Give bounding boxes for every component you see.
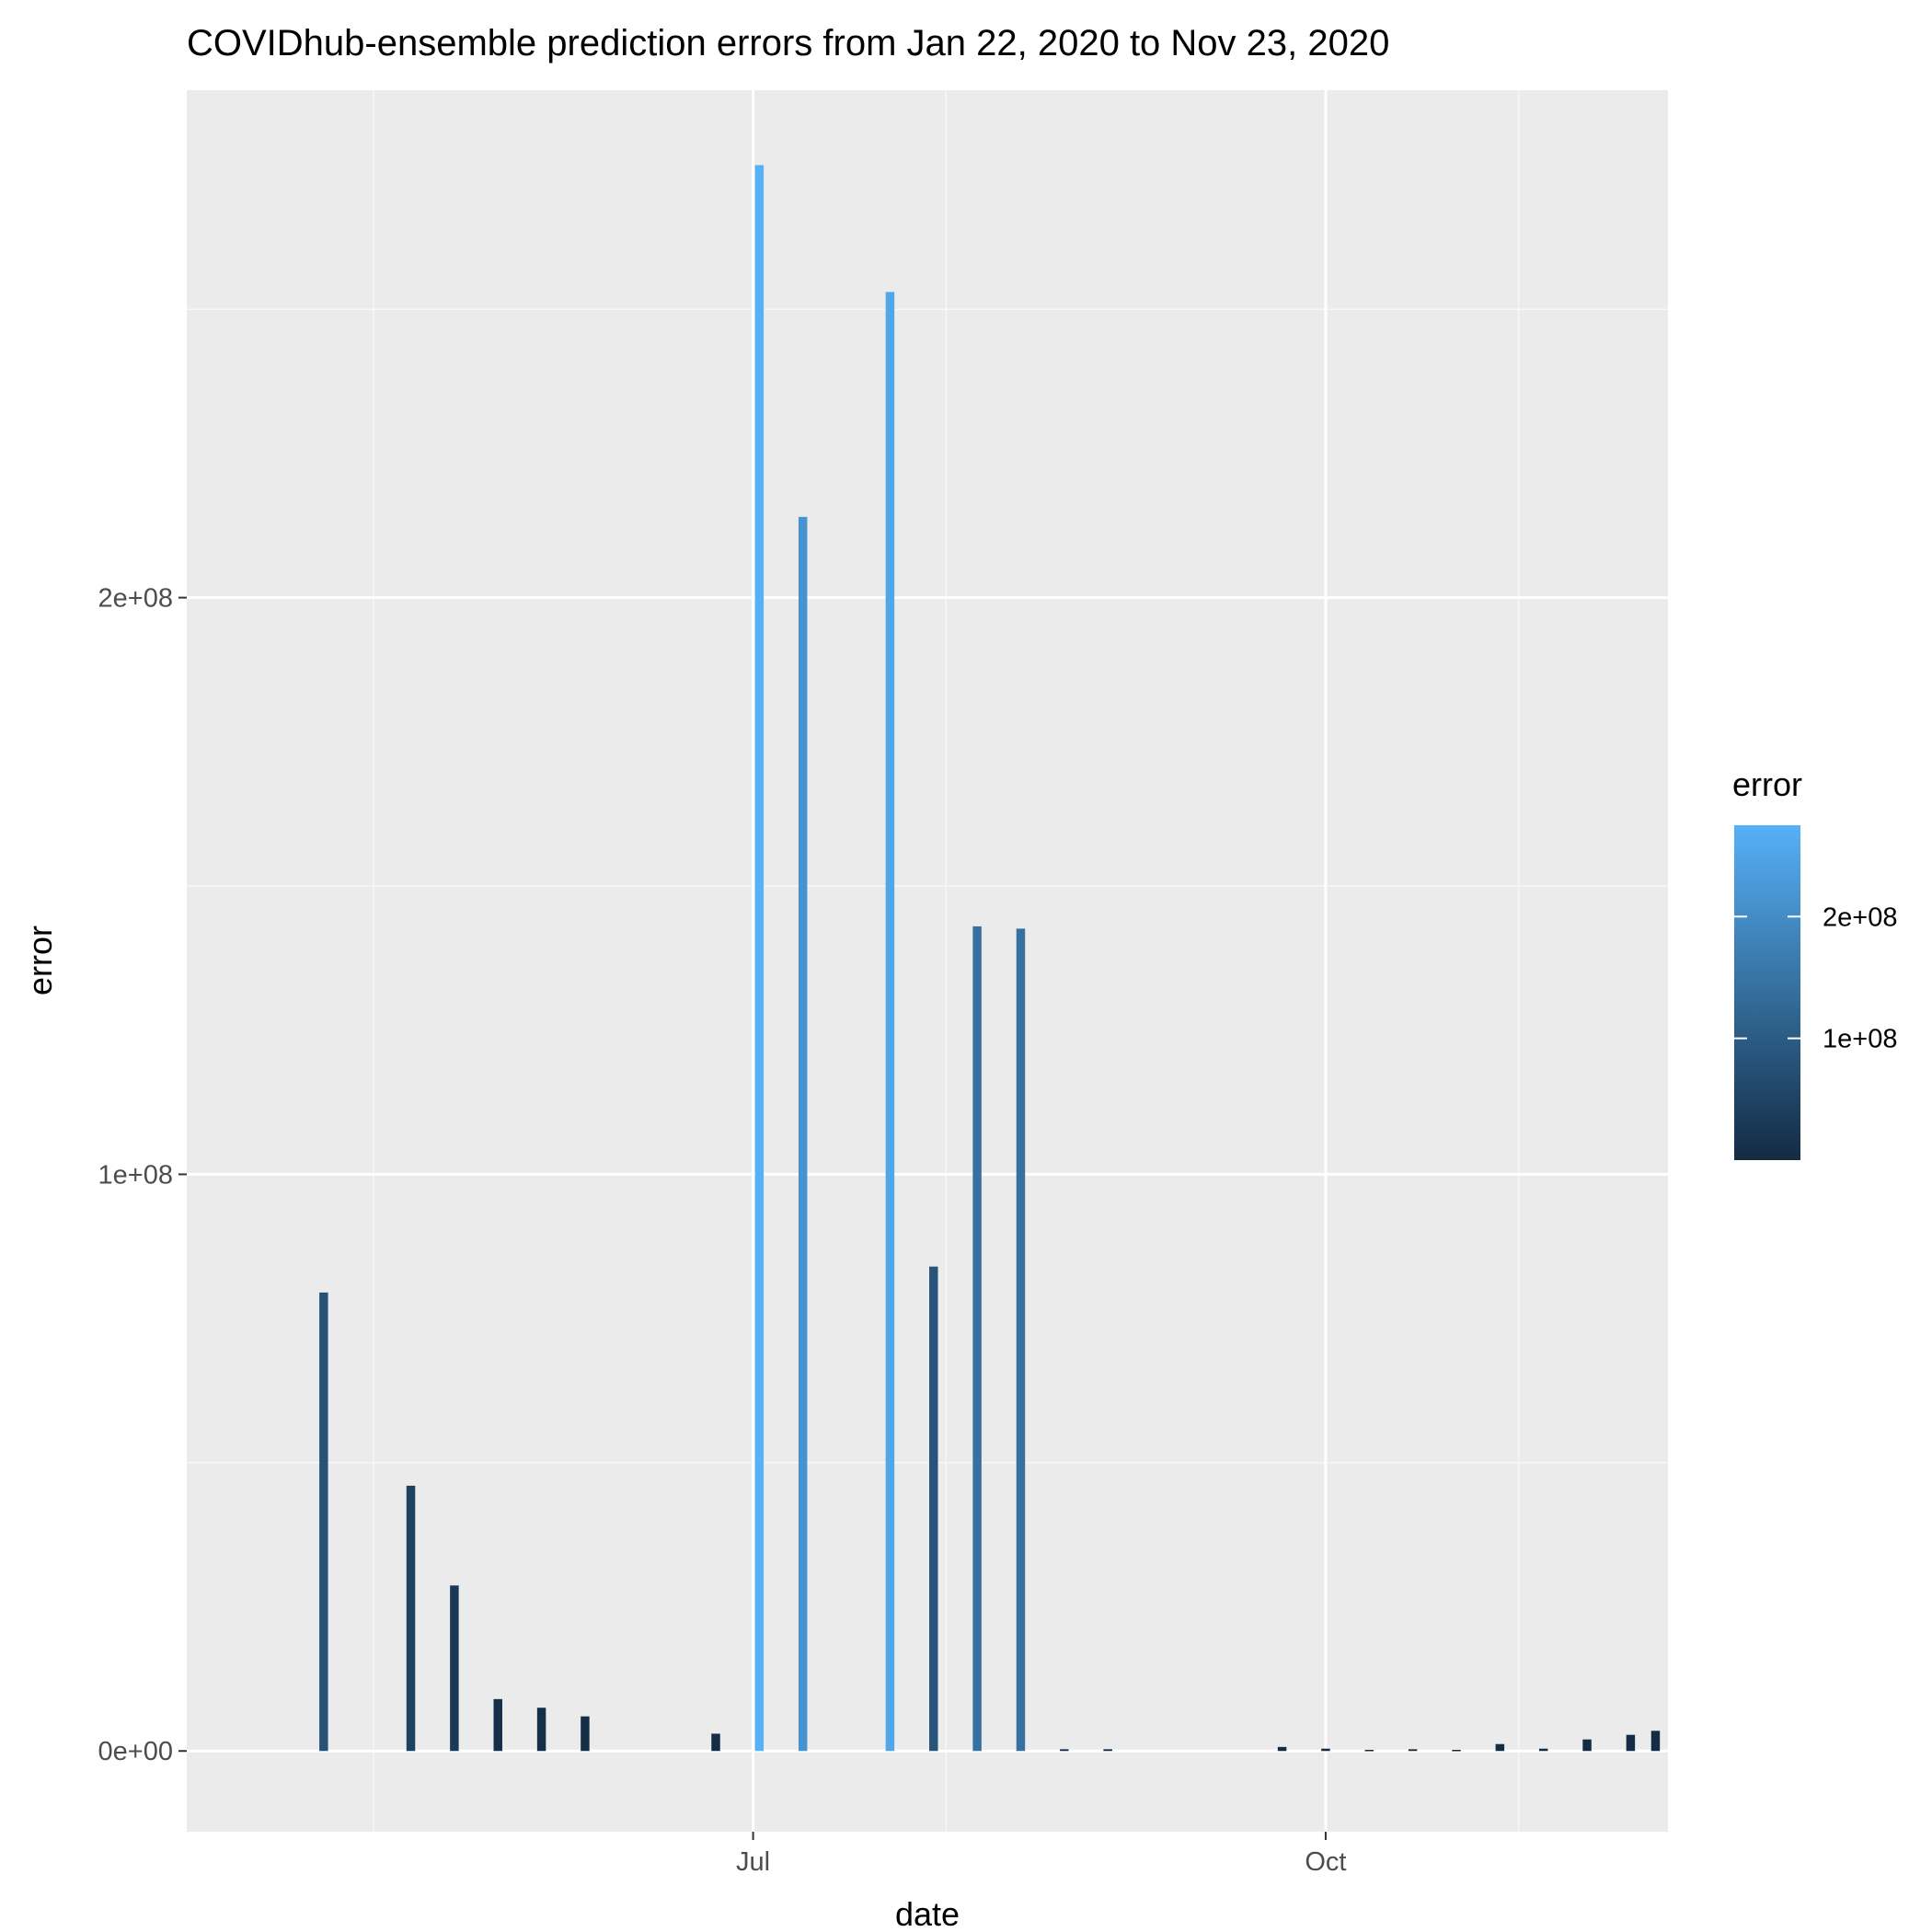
x-tick-label: Oct (1305, 1847, 1346, 1877)
colorbar-tick-label: 2e+08 (1823, 903, 1897, 932)
bar-2020-07-09 (798, 516, 808, 1752)
y-tick-label: 0e+00 (98, 1737, 173, 1766)
y-tick-label: 1e+08 (98, 1160, 173, 1190)
major-gridlines (187, 90, 1668, 1832)
bar-2020-08-13 (1016, 928, 1026, 1752)
bar-2020-10-22 (1452, 1749, 1461, 1752)
x-axis: Jul Oct (736, 1832, 1347, 1877)
bar-2020-09-24 (1277, 1746, 1287, 1752)
bar-2020-07-23 (885, 292, 895, 1752)
plot-panel (187, 90, 1668, 1832)
bar-2020-06-25 (711, 1733, 720, 1752)
bar-2020-10-29 (1495, 1743, 1505, 1752)
bar-2020-04-23 (319, 1292, 328, 1752)
bar-2020-11-12 (1582, 1739, 1592, 1752)
bar-2020-06-04 (581, 1716, 590, 1752)
bar-2020-10-08 (1364, 1749, 1374, 1752)
bar-2020-11-05 (1538, 1748, 1548, 1752)
legend-title: error (1732, 765, 1802, 803)
bar-2020-07-02 (754, 165, 765, 1752)
chart-title: COVIDhub-ensemble prediction errors from… (187, 23, 1389, 63)
colorbar (1734, 825, 1800, 1160)
bar-2020-08-27 (1103, 1749, 1112, 1752)
bar-2020-05-14 (450, 1585, 459, 1752)
bars (319, 165, 1661, 1752)
bar-2020-11-23 (1650, 1731, 1661, 1752)
y-tick-label: 2e+08 (98, 584, 173, 614)
bar-2020-10-15 (1408, 1749, 1418, 1752)
y-axis-title: error (21, 926, 59, 995)
bar-2020-08-20 (1060, 1749, 1069, 1752)
bar-2020-05-28 (536, 1708, 546, 1752)
x-axis-title: date (895, 1895, 960, 1932)
bar-2020-11-19 (1626, 1734, 1636, 1752)
colorbar-tick-label: 1e+08 (1823, 1025, 1897, 1054)
minor-gridlines (187, 90, 1668, 1832)
y-axis: 0e+00 1e+08 2e+08 (98, 584, 187, 1766)
bar-2020-07-30 (929, 1266, 938, 1752)
colorbar-ticks: 1e+08 2e+08 (1734, 903, 1897, 1054)
bar-2020-05-21 (493, 1698, 502, 1752)
legend: error 1e+08 2e+08 (1732, 765, 1897, 1160)
bar-2020-08-06 (972, 926, 982, 1752)
bar-2020-10-01 (1321, 1748, 1330, 1752)
bar-2020-05-07 (406, 1485, 416, 1752)
x-tick-label: Jul (736, 1847, 770, 1877)
